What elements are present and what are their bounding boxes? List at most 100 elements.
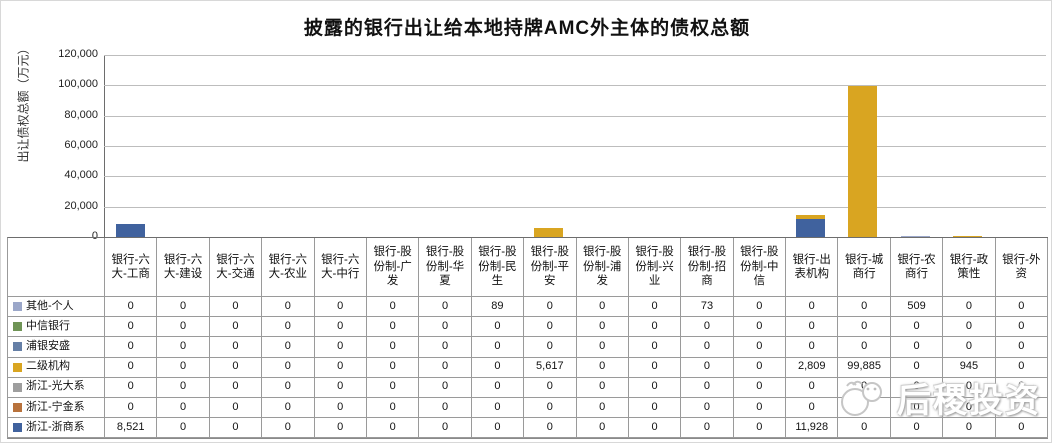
series-legend-浙江-宁金系: 浙江-宁金系: [8, 397, 105, 419]
y-tick-label: 80,000: [64, 108, 98, 121]
value-cell: 0: [157, 418, 210, 439]
value-cell: 0: [733, 377, 787, 398]
value-cell: 0: [209, 357, 263, 378]
category-header: 银行-股份制-中信: [733, 238, 787, 297]
value-cell: 0: [628, 357, 682, 378]
category-header: 银行-六大-交通: [209, 238, 263, 297]
value-cell: 0: [943, 297, 996, 318]
y-tick-label: 60,000: [64, 139, 98, 151]
bar-segment-二级机构: [848, 85, 878, 237]
value-cell: 0: [105, 377, 158, 398]
value-cell: 0: [419, 357, 472, 378]
value-cell: 0: [733, 397, 787, 419]
value-cell: 0: [628, 418, 682, 439]
value-cell: 0: [262, 317, 315, 338]
value-cell: 0: [995, 317, 1048, 338]
value-cell: 0: [419, 377, 472, 398]
value-cell: 0: [786, 377, 839, 398]
value-cell: 0: [262, 357, 315, 378]
value-cell: 0: [786, 317, 839, 338]
value-cell: 0: [576, 357, 629, 378]
value-cell: 0: [314, 377, 367, 398]
value-cell: 0: [524, 317, 577, 338]
legend-marker-icon: [13, 382, 22, 392]
value-cell: 0: [628, 397, 682, 419]
value-cell: 0: [576, 317, 629, 338]
value-cell: 0: [943, 377, 996, 398]
value-cell: 0: [943, 337, 996, 358]
value-cell: 0: [314, 297, 367, 318]
legend-marker-icon: [13, 403, 22, 413]
value-cell: 0: [995, 297, 1048, 318]
value-cell: 0: [471, 317, 525, 338]
series-name: 浙江-浙商系: [26, 420, 85, 433]
category-header: 银行-政策性: [943, 238, 996, 297]
value-cell: 0: [105, 297, 158, 318]
data-table: 银行-六大-工商 银行-六大-建设 银行-六大-交通 银行-六大-农业 银行-六大-中行…: [7, 237, 1048, 440]
value-cell: 0: [366, 357, 420, 378]
bar-segment-二级机构: [795, 214, 826, 219]
value-cell: 0: [628, 297, 682, 318]
table-corner-cell: [8, 238, 105, 297]
series-name: 其他-个人: [26, 299, 74, 312]
value-cell: 0: [157, 357, 210, 378]
series-name: 浙江-宁金系: [26, 400, 85, 413]
value-cell: 0: [838, 377, 891, 398]
value-cell: 0: [681, 418, 734, 439]
value-cell: 2,809: [786, 357, 839, 378]
gridline: [104, 176, 1046, 178]
value-cell: 0: [628, 317, 682, 338]
y-tick-label: 0: [91, 230, 98, 242]
value-cell: 0: [733, 297, 787, 318]
value-cell: 0: [366, 337, 420, 358]
bar-segment-二级机构: [952, 235, 983, 237]
value-cell: 89: [471, 297, 525, 318]
value-cell: 0: [157, 397, 210, 419]
value-cell: 73: [681, 297, 734, 318]
value-cell: 0: [471, 357, 525, 378]
value-cell: 11,928: [786, 418, 839, 439]
value-cell: 0: [576, 297, 629, 318]
value-cell: 0: [419, 337, 472, 358]
value-cell: 0: [943, 418, 996, 439]
value-cell: 0: [314, 418, 367, 439]
gridline: [104, 146, 1046, 147]
legend-marker-icon: [13, 362, 22, 372]
value-cell: 0: [209, 337, 263, 358]
value-cell: 0: [314, 337, 367, 358]
category-header: 银行-六大-建设: [157, 238, 210, 297]
value-cell: 0: [262, 397, 315, 419]
value-cell: 0: [366, 397, 420, 419]
value-cell: 0: [890, 418, 944, 439]
series-legend-中信银行: 中信银行: [8, 317, 105, 338]
category-header: 银行-股份制-浦发: [576, 238, 629, 297]
value-cell: 0: [733, 317, 787, 338]
value-cell: 0: [786, 397, 839, 419]
category-header: 银行-股份制-广发: [366, 238, 420, 297]
category-header: 银行-股份制-华夏: [419, 238, 472, 297]
value-cell: 0: [262, 418, 315, 439]
series-legend-二级机构: 二级机构: [8, 357, 105, 378]
chart-title: 披露的银行出让给本地持牌AMC外主体的债权总额: [303, 18, 751, 39]
value-cell: 0: [471, 418, 525, 439]
value-cell: 0: [209, 397, 263, 419]
value-cell: 0: [419, 418, 472, 439]
series-name: 中信银行: [26, 319, 70, 332]
value-cell: 0: [786, 297, 839, 318]
category-header: 银行-农商行: [890, 238, 944, 297]
value-cell: 0: [366, 317, 420, 338]
gridline: [104, 115, 1046, 117]
value-cell: 0: [681, 377, 734, 398]
value-cell: 0: [209, 317, 263, 338]
value-cell: 0: [157, 337, 210, 358]
value-cell: 0: [786, 337, 839, 358]
value-cell: 0: [262, 337, 315, 358]
value-cell: 0: [995, 418, 1048, 439]
value-cell: 0: [681, 397, 734, 419]
series-name: 浦银安盛: [26, 340, 70, 353]
value-cell: 0: [995, 337, 1048, 358]
value-cell: 0: [366, 418, 420, 439]
value-cell: 945: [943, 357, 996, 378]
series-legend-浙江-浙商系: 浙江-浙商系: [8, 418, 105, 439]
